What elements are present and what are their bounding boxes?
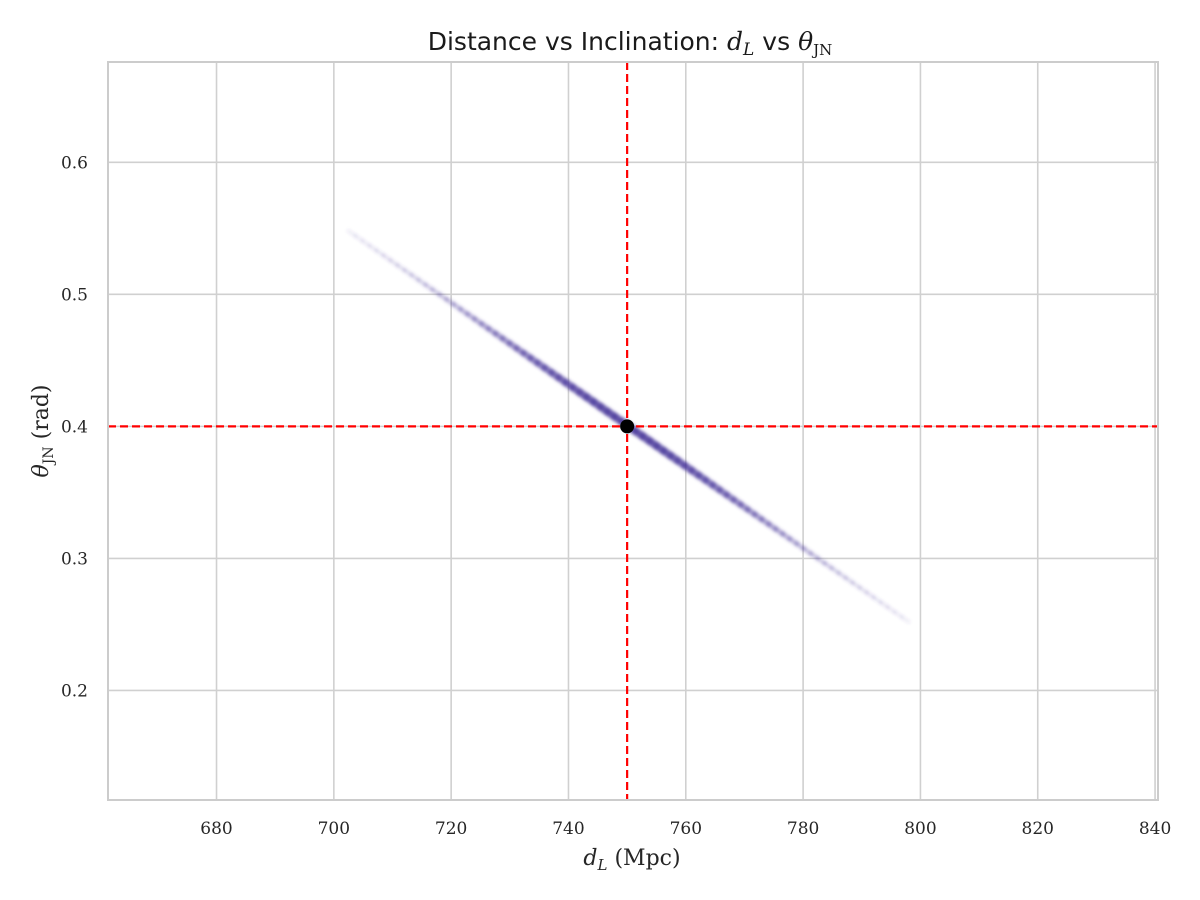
x-tick-label: 700 (318, 819, 350, 839)
x-tick-label: 780 (787, 819, 819, 839)
plot-frame (107, 61, 1159, 801)
y-tick-label: 0.6 (61, 153, 88, 173)
y-axis-label: θJN (rad) (29, 385, 57, 478)
x-axis-label: dL (Mpc) (583, 846, 680, 874)
y-tick-label: 0.4 (61, 417, 88, 437)
x-tick-label: 740 (552, 819, 584, 839)
y-tick-label: 0.3 (61, 549, 88, 569)
y-tick-labels: 0.2 0.3 0.4 0.5 0.6 (61, 153, 88, 701)
chart-title: Distance vs Inclination: dL vs θJN (428, 27, 833, 60)
y-tick-label: 0.5 (61, 285, 88, 305)
x-tick-labels: 680 700 720 740 760 780 800 820 840 (200, 819, 1171, 839)
x-gridlines (215, 62, 1156, 800)
injected-value-marker (620, 419, 635, 434)
x-tick-label: 760 (670, 819, 702, 839)
posterior-density-band (346, 229, 911, 624)
x-tick-label: 720 (435, 819, 467, 839)
x-tick-label: 820 (1022, 819, 1054, 839)
x-tick-label: 800 (904, 819, 936, 839)
x-tick-label: 840 (1139, 819, 1171, 839)
density-segment (899, 615, 911, 624)
x-tick-label: 680 (200, 819, 232, 839)
y-tick-label: 0.2 (61, 681, 88, 701)
